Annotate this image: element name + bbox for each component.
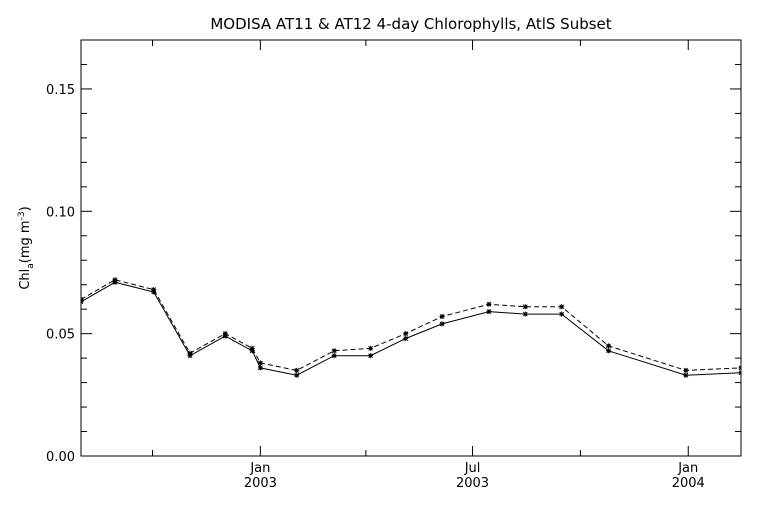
data-point-dashed [187, 350, 193, 356]
y-axis: 0.00 0.05 0.10 0.15 [46, 39, 741, 465]
chart-title: MODISA AT11 & AT12 4-day Chlorophylls, A… [210, 15, 611, 33]
data-point-solid [294, 372, 300, 378]
data-point-dashed [439, 314, 445, 320]
data-point-dashed [331, 348, 337, 354]
data-point-solid [738, 370, 741, 376]
data-point-solid [439, 321, 445, 327]
data-point-dashed [368, 345, 374, 351]
data-point-solid [559, 311, 565, 317]
data-point-dashed [559, 304, 565, 310]
data-point-dashed [294, 367, 300, 373]
data-series [81, 277, 741, 378]
plot-frame [80, 39, 742, 457]
series-clip-group [81, 277, 741, 378]
data-point-dashed [403, 331, 409, 337]
data-point-solid [257, 365, 263, 371]
data-point-solid [606, 348, 612, 354]
x-tick-month-label: Jan [677, 461, 698, 476]
data-point-solid [683, 372, 689, 378]
y-tick-label: 0.15 [46, 83, 75, 98]
data-point-dashed [249, 345, 255, 351]
data-point-solid [486, 309, 492, 315]
data-point-dashed [222, 331, 228, 337]
x-tick-year-label: 2003 [456, 476, 489, 491]
data-point-dashed [151, 287, 157, 293]
data-point-dashed [738, 365, 741, 371]
x-tick-year-label: 2004 [672, 476, 705, 491]
data-point-dashed [486, 301, 492, 307]
data-point-dashed [257, 360, 263, 366]
x-tick-year-label: 2003 [244, 476, 277, 491]
x-tick-month-label: Jul [464, 461, 481, 476]
data-point-solid [403, 336, 409, 342]
y-tick-label: 0.00 [46, 450, 75, 465]
y-tick-label: 0.10 [46, 205, 75, 220]
data-point-solid [368, 353, 374, 359]
y-axis-label: Chla(mg m-3) [17, 206, 36, 289]
y-tick-label: 0.05 [46, 328, 75, 343]
x-tick-month-label: Jan [249, 461, 270, 476]
data-point-solid [522, 311, 528, 317]
series-line-dashed [81, 279, 741, 371]
data-point-dashed [112, 277, 118, 283]
data-point-dashed [522, 304, 528, 310]
data-point-dashed [683, 367, 689, 373]
data-point-solid [331, 353, 337, 359]
data-point-dashed [81, 296, 84, 302]
data-point-dashed [606, 343, 612, 349]
series-line-solid [81, 281, 741, 376]
